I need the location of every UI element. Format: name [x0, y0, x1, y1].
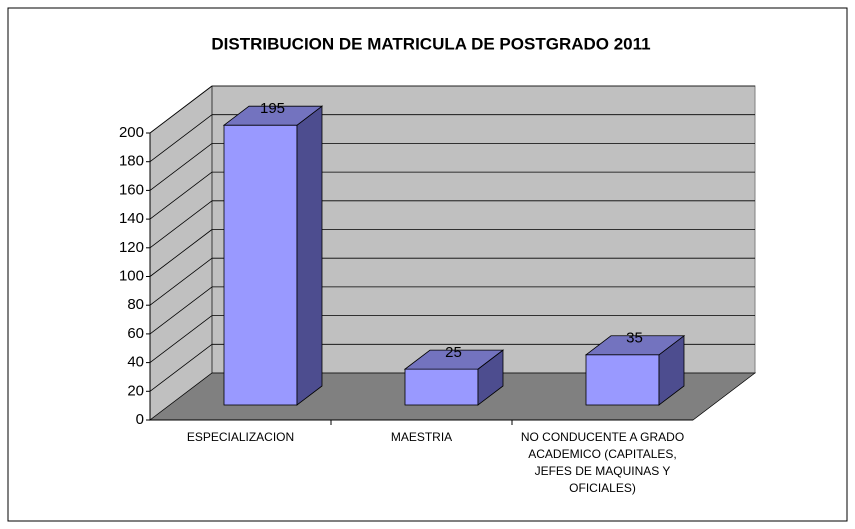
- grid-line: [149, 257, 213, 306]
- grid-line: [149, 286, 213, 335]
- bar-front: [223, 124, 298, 406]
- value-label: 35: [626, 330, 643, 347]
- y-tick-label: 80: [127, 296, 144, 313]
- grid-line: [149, 85, 213, 134]
- y-tick-label: 0: [136, 411, 144, 428]
- grid-line: [149, 315, 213, 363]
- x-tick-label: ESPECIALIZACION: [186, 430, 295, 444]
- value-label: 195: [260, 100, 285, 117]
- y-tick-label: 140: [119, 210, 144, 227]
- bar-front: [585, 354, 660, 406]
- bar-top: [584, 335, 686, 356]
- value-label: 25: [445, 344, 462, 361]
- grid-line: [149, 114, 213, 163]
- y-tick-label: 160: [119, 181, 144, 198]
- y-tick-label: 100: [119, 267, 144, 284]
- y-tick-label: 200: [119, 124, 144, 141]
- y-tick-label: 40: [127, 354, 144, 371]
- bar-top: [222, 105, 324, 126]
- chart-title: DISTRIBUCION DE MATRICULA DE POSTGRADO 2…: [211, 34, 650, 53]
- y-tick-label: 60: [127, 325, 144, 342]
- bar-front: [404, 368, 479, 406]
- grid-line: [149, 343, 213, 392]
- bar-top: [403, 349, 505, 370]
- grid-line: [149, 200, 213, 249]
- x-tick-label: MAESTRIA: [390, 430, 453, 444]
- y-tick-label: 180: [119, 153, 144, 170]
- bar-side: [296, 105, 323, 406]
- grid-line: [149, 229, 213, 277]
- y-tick-label: 120: [119, 239, 144, 256]
- grid-line: [149, 143, 213, 191]
- y-tick-label: 20: [127, 382, 144, 399]
- grid-line: [149, 171, 213, 220]
- x-tick-label: NO CONDUCENTE A GRADO ACADEMICO (CAPITAL…: [520, 430, 685, 495]
